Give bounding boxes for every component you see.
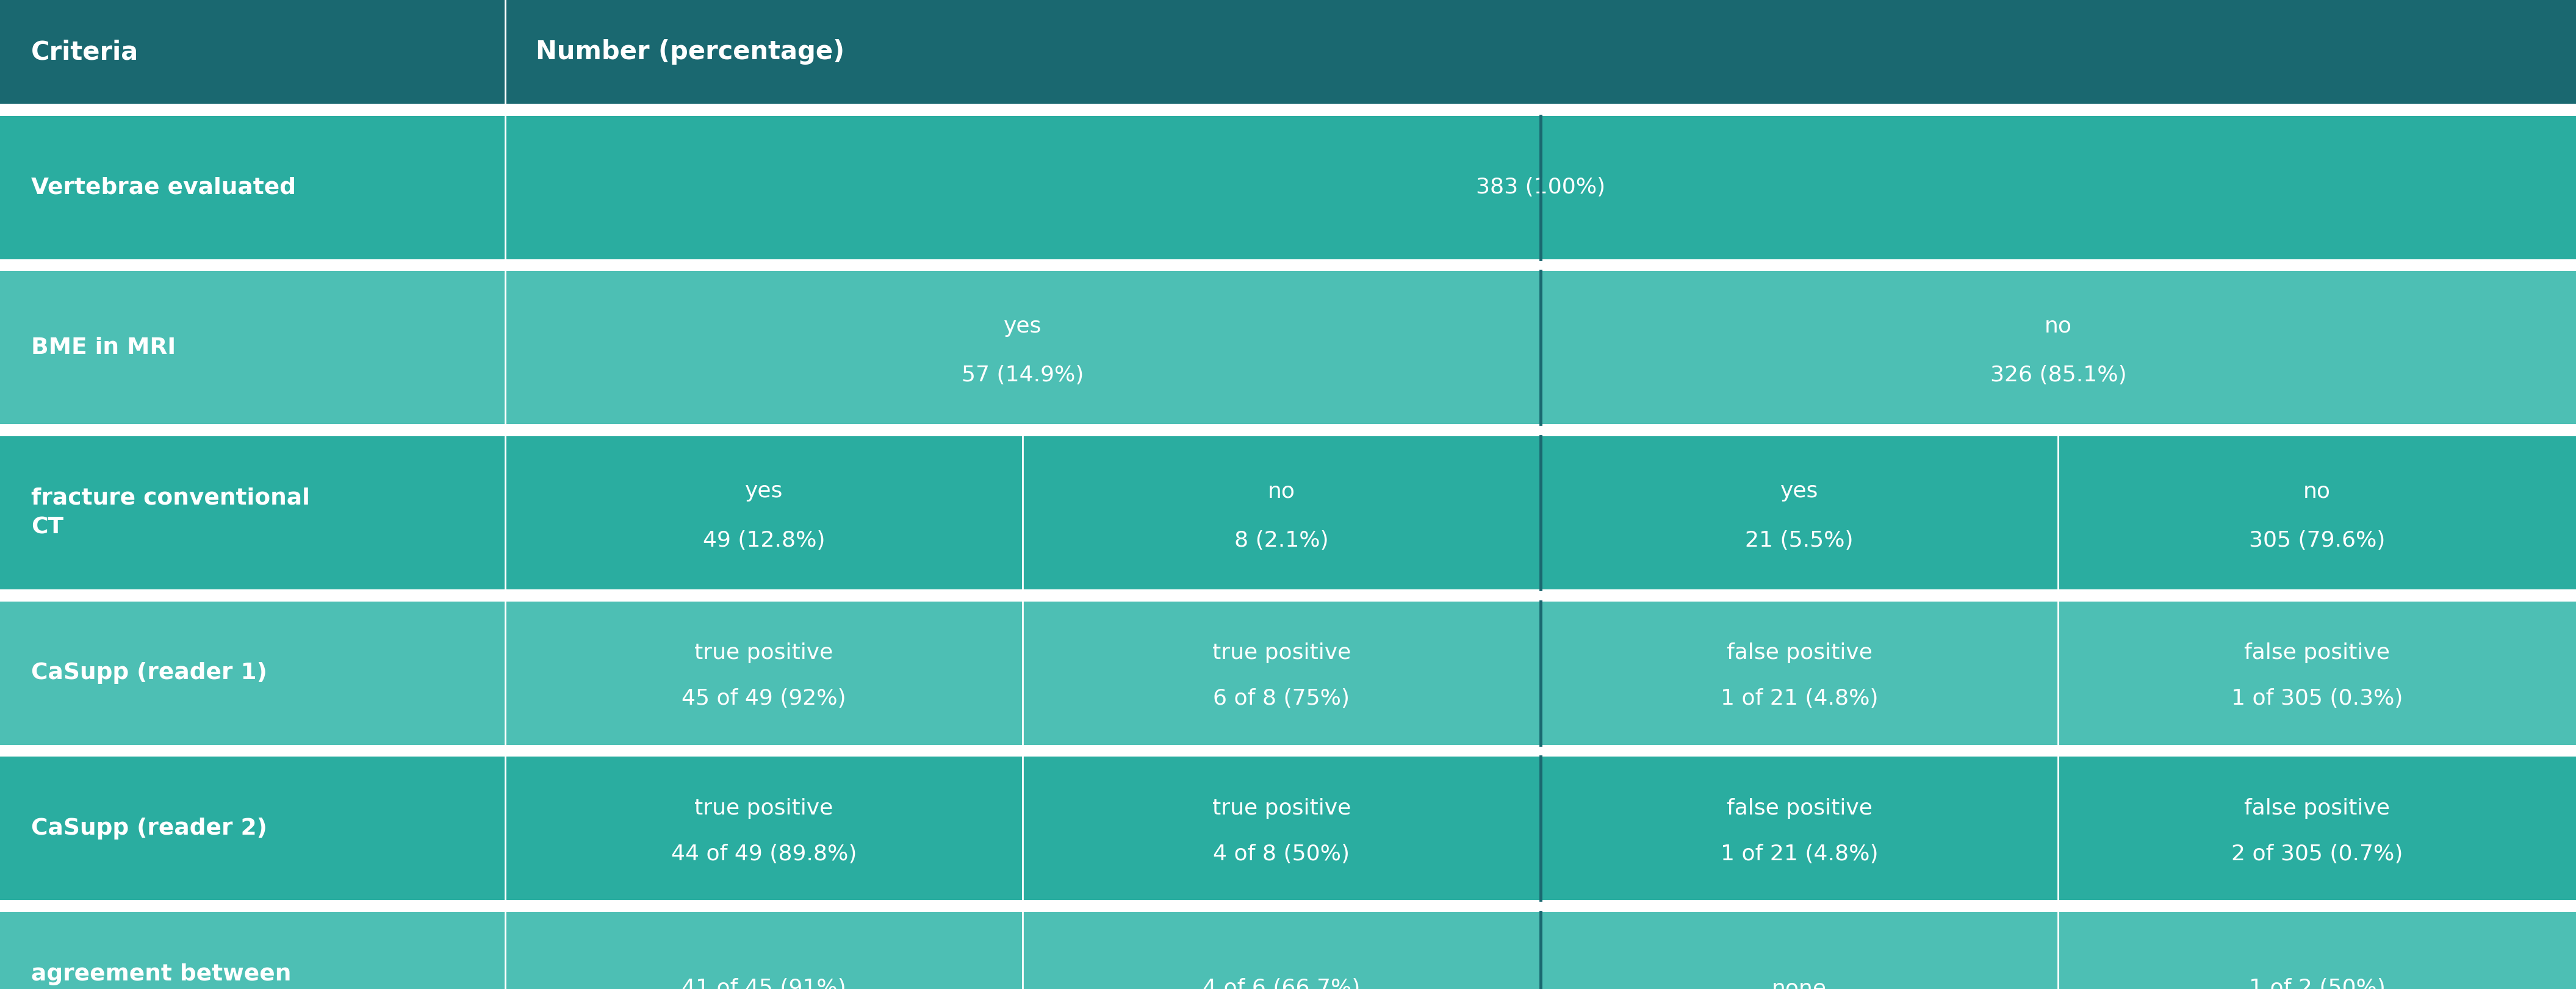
Text: no: no	[1267, 481, 1296, 501]
Bar	[1023, 912, 1540, 989]
Bar	[0, 271, 505, 424]
Bar	[0, 0, 2576, 104]
Bar	[505, 757, 1023, 900]
Bar	[0, 116, 505, 259]
Text: fracture conventional
CT: fracture conventional CT	[31, 488, 309, 538]
Text: yes: yes	[1005, 315, 1041, 336]
Bar	[1023, 757, 1540, 900]
Text: 8 (2.1%): 8 (2.1%)	[1234, 530, 1329, 551]
Bar	[2058, 601, 2576, 745]
Bar	[0, 900, 2576, 912]
Text: 383 (100%): 383 (100%)	[1476, 177, 1605, 198]
Bar	[505, 601, 1023, 745]
Text: false positive: false positive	[2244, 643, 2391, 664]
Text: BME in MRI: BME in MRI	[31, 336, 175, 359]
Text: 1 of 305 (0.3%): 1 of 305 (0.3%)	[2231, 688, 2403, 709]
Text: yes: yes	[744, 481, 783, 501]
Text: true positive: true positive	[1213, 798, 1350, 819]
Text: false positive: false positive	[2244, 798, 2391, 819]
Text: 1 of 21 (4.8%): 1 of 21 (4.8%)	[1721, 844, 1878, 864]
Text: 4 of 8 (50%): 4 of 8 (50%)	[1213, 844, 1350, 864]
Bar	[1023, 436, 1540, 589]
Bar	[1540, 912, 2058, 989]
Text: 6 of 8 (75%): 6 of 8 (75%)	[1213, 688, 1350, 709]
Text: 45 of 49 (92%): 45 of 49 (92%)	[683, 688, 845, 709]
Text: CaSupp (reader 1): CaSupp (reader 1)	[31, 662, 268, 684]
Bar	[505, 912, 1023, 989]
Text: 2 of 305 (0.7%): 2 of 305 (0.7%)	[2231, 844, 2403, 864]
Text: false positive: false positive	[1726, 798, 1873, 819]
Bar	[2058, 436, 2576, 589]
Bar	[0, 424, 2576, 436]
Text: none: none	[1772, 978, 1826, 989]
Text: 57 (14.9%): 57 (14.9%)	[961, 365, 1084, 386]
Bar	[0, 601, 505, 745]
Bar	[1540, 601, 2058, 745]
Text: Number (percentage): Number (percentage)	[536, 40, 845, 64]
Text: true positive: true positive	[1213, 643, 1350, 664]
Text: agreement between
readers in CaSupp: agreement between readers in CaSupp	[31, 963, 291, 989]
Bar	[2058, 912, 2576, 989]
Text: yes: yes	[1780, 481, 1819, 501]
Text: Vertebrae evaluated: Vertebrae evaluated	[31, 176, 296, 199]
Bar	[505, 271, 1540, 424]
Bar	[1023, 601, 1540, 745]
Text: true positive: true positive	[696, 798, 832, 819]
Text: 49 (12.8%): 49 (12.8%)	[703, 530, 824, 551]
Text: Criteria: Criteria	[31, 40, 139, 64]
Text: 4 of 6 (66.7%): 4 of 6 (66.7%)	[1203, 978, 1360, 989]
Text: 44 of 49 (89.8%): 44 of 49 (89.8%)	[670, 844, 858, 864]
Bar	[2058, 757, 2576, 900]
Bar	[0, 259, 2576, 271]
Bar	[0, 589, 2576, 601]
Text: 41 of 45 (91%): 41 of 45 (91%)	[683, 978, 845, 989]
Text: 305 (79.6%): 305 (79.6%)	[2249, 530, 2385, 551]
Bar	[1540, 271, 2576, 424]
Bar	[0, 436, 505, 589]
Text: 21 (5.5%): 21 (5.5%)	[1744, 530, 1855, 551]
Text: true positive: true positive	[696, 643, 832, 664]
Text: 1 of 21 (4.8%): 1 of 21 (4.8%)	[1721, 688, 1878, 709]
Text: 326 (85.1%): 326 (85.1%)	[1991, 365, 2125, 386]
Text: no: no	[2303, 481, 2331, 501]
Bar	[0, 912, 505, 989]
Text: no: no	[2045, 315, 2071, 336]
Bar	[1540, 436, 2058, 589]
Text: CaSupp (reader 2): CaSupp (reader 2)	[31, 817, 268, 840]
Bar	[505, 436, 1023, 589]
Bar	[505, 116, 2576, 259]
Text: false positive: false positive	[1726, 643, 1873, 664]
Text: 1 of 2 (50%): 1 of 2 (50%)	[2249, 978, 2385, 989]
Bar	[0, 757, 505, 900]
Bar	[0, 745, 2576, 757]
Bar	[1540, 757, 2058, 900]
